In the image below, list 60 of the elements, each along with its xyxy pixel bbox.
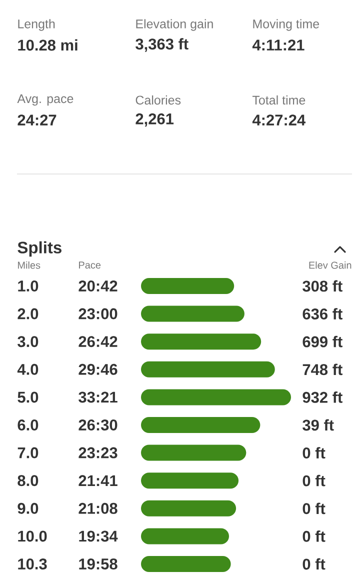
y-tick-label: 10.0 [18,530,47,542]
text: Length [18,19,55,31]
bar [141,417,260,433]
text: 2,261 [136,113,174,127]
bar [141,389,291,406]
x-axis-title: Pace [79,262,101,269]
text: 39 ft [302,419,334,431]
text: Moving time [253,19,320,31]
bar [141,278,234,294]
text: 24:27 [18,114,56,126]
bar [141,444,246,461]
data-label: 26:42 [78,336,118,348]
y-tick-label: 7.0 [18,447,38,458]
text: 0 ft [302,447,326,458]
bar [141,556,231,572]
text: 0 ft [302,530,326,542]
text: 3,363 ft [136,38,188,52]
text: Avg. pace [17,94,74,106]
data-label: 19:58 [79,558,118,570]
y-tick-label: 8.0 [18,475,38,486]
text: 699 ft [302,336,342,348]
data-label: 33:21 [78,392,118,403]
text: 10.28 mi [18,39,78,51]
text: Elevation gain [136,19,213,31]
data-label: 19:34 [79,530,118,542]
chart-title: Splits [18,241,62,257]
data-label: 23:23 [78,447,118,458]
data-label: 29:46 [78,364,118,375]
bar [141,500,236,516]
data-label: 26:30 [78,419,118,430]
bar [141,334,262,350]
y-tick-label: 3.0 [18,336,38,348]
text: 748 ft [302,364,342,376]
text: Elev Gain [309,261,352,269]
y-tick-label: 9.0 [18,502,38,514]
bar [141,528,230,544]
text: Total time [252,95,306,105]
y-tick-label: 10.3 [18,558,47,570]
text: 0 ft [302,474,326,486]
data-label: 20:42 [78,280,118,292]
y-axis-title: Miles [18,261,40,269]
y-tick-label: 1.0 [18,280,38,292]
text: 636 ft [302,308,342,320]
data-label: 23:00 [78,308,118,320]
text: 0 ft [302,502,326,514]
y-tick-label: 5.0 [18,392,38,403]
y-tick-label: 4.0 [17,364,38,375]
y-tick-label: 2.0 [18,308,38,320]
bar [141,472,239,489]
bar [141,361,275,378]
text: 4:11:21 [252,40,304,50]
text: 4:27:24 [252,114,306,126]
text: 308 ft [302,280,342,292]
bar [141,306,244,322]
data-label: 21:41 [78,475,118,486]
text: 932 ft [302,391,342,403]
text: Calories [136,95,181,105]
y-tick-label: 6.0 [18,420,38,430]
text: 0 ft [302,558,326,570]
data-label: 21:08 [78,502,118,514]
